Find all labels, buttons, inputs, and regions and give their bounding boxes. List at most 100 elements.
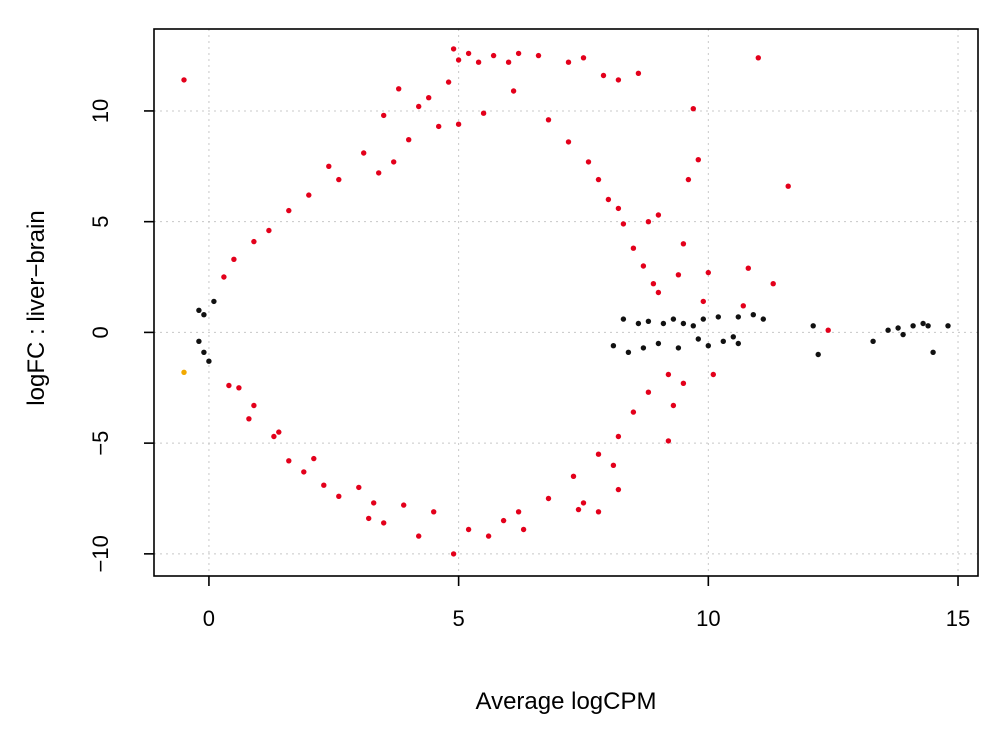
significant-point-71 [510,88,517,94]
significant-point-62 [266,227,272,234]
not_significant-point-20 [730,334,736,340]
not_significant-point-4 [211,298,217,305]
significant-point-43 [575,506,582,513]
significant-point-79 [640,263,647,269]
not_significant-point-26 [810,323,816,329]
significant-point-80 [650,281,657,287]
significant-point-10 [505,59,512,65]
significant-point-69 [436,123,442,130]
significant-point-5 [490,52,497,59]
significant-point-2 [450,46,457,52]
significant-point-9 [580,55,587,61]
significant-point-14 [690,106,696,112]
significant-point-19 [426,95,432,101]
significant-point-42 [500,517,507,524]
not_significant-point-24 [655,340,662,347]
significant-point-73 [565,139,572,145]
significant-point-4 [465,50,472,57]
not_significant-point-1 [201,312,207,318]
not_significant-point-31 [900,331,906,338]
significant-point-87 [570,473,577,479]
not_significant-point-29 [885,327,891,333]
significant-point-35 [615,205,622,212]
not_significant-point-17 [760,316,766,322]
not_significant-point-15 [735,314,741,320]
y-tick-label-0: −10 [88,535,113,572]
significant-point-81 [655,289,662,296]
significant-point-1 [755,55,761,61]
not_significant-point-11 [680,320,687,327]
significant-point-89 [515,509,522,515]
significant-point-21 [455,121,462,127]
significant-point-90 [465,526,472,533]
grid-layer [154,29,978,576]
significant-point-98 [710,371,716,378]
significant-point-37 [416,533,422,539]
significant-point-41 [485,533,492,539]
significant-point-75 [595,176,602,183]
significant-point-57 [246,416,252,422]
significant-point-68 [406,137,412,143]
significant-point-7 [535,52,542,59]
significant-point-22 [381,112,387,119]
significant-point-33 [645,219,652,225]
significant-point-3 [455,57,462,63]
significant-point-66 [376,170,382,176]
plot-frame [153,28,979,577]
significant-point-45 [595,509,602,515]
significant-point-6 [515,50,522,57]
significant-point-65 [336,176,342,183]
significant-point-13 [600,72,607,79]
significant-point-31 [675,272,682,278]
significant-point-28 [740,303,746,309]
significant-point-16 [685,176,692,183]
significant-point-47 [665,438,672,444]
significant-point-49 [680,380,687,386]
not_significant-point-18 [705,343,711,349]
points-layer [181,46,951,557]
significant-point-17 [785,183,791,189]
significant-point-60 [231,256,237,262]
significant-point-77 [620,221,627,227]
significant-point-76 [605,196,612,203]
significant-point-61 [251,238,257,245]
not_significant-point-37 [625,349,632,355]
significant-point-92 [401,502,407,508]
not_significant-point-25 [640,345,647,351]
not_significant-point-30 [895,325,901,331]
significant-point-46 [615,486,622,493]
significant-point-27 [745,265,751,271]
y-tick-label-2: 0 [88,326,113,338]
significant-point-70 [480,110,487,116]
outlier_low_count-point-0 [181,369,187,375]
significant-point-86 [595,451,602,457]
significant-point-20 [416,103,422,110]
not_significant-point-19 [720,338,726,344]
significant-point-23 [361,150,367,156]
not_significant-point-9 [660,320,667,327]
significant-point-8 [565,59,572,65]
significant-point-32 [655,212,662,218]
significant-point-40 [520,526,527,533]
not_significant-point-8 [645,318,652,324]
x-tick-label-2: 10 [696,606,720,631]
not_significant-point-21 [735,340,741,347]
x-tick-label-3: 15 [946,606,970,631]
not_significant-point-16 [750,312,756,318]
significant-point-56 [271,433,277,440]
significant-point-50 [610,462,617,468]
y-axis-title: logFC : liver−brain [23,210,50,405]
significant-point-93 [356,484,362,491]
significant-point-48 [670,402,677,409]
not_significant-point-22 [695,336,701,342]
not_significant-point-6 [620,316,627,322]
significant-point-39 [381,520,387,526]
significant-point-11 [475,59,482,65]
not_significant-point-0 [196,307,202,313]
significant-point-85 [615,433,622,440]
not_significant-point-2 [196,338,202,344]
significant-point-55 [301,469,307,475]
not_significant-point-13 [700,316,706,322]
significant-point-59 [221,274,227,280]
